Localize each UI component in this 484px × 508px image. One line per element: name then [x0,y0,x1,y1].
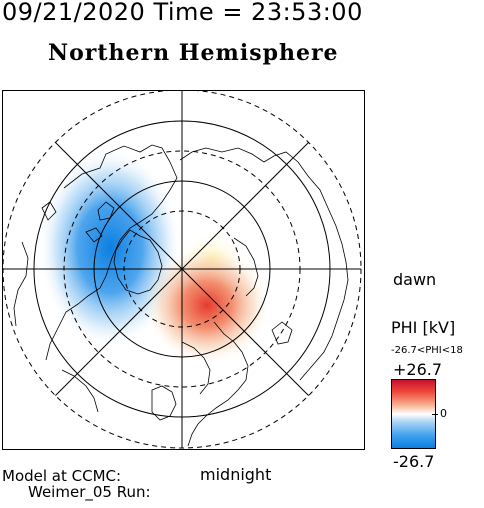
hemisphere-title: Northern Hemisphere [48,40,339,66]
colorbar-range: -26.7<PHI<18 [391,345,463,356]
run-label: Weimer_05 Run: [28,483,151,501]
polar-potential-map [2,90,365,450]
coastlines [13,144,349,447]
positive-potential-cell [145,247,269,363]
meridian-diagonal-2 [54,141,310,397]
local-time-grid [3,90,361,448]
colorbar-zero-tick [432,414,438,415]
datetime-title: 09/21/2020 Time = 23:53:00 [2,0,363,26]
midnight-label: midnight [200,465,272,484]
colorbar-zero-label: 0 [440,407,447,420]
colorbar-min-label: -26.7 [393,452,435,471]
dawn-label: dawn [393,270,437,289]
colorbar-title: PHI [kV] [391,318,456,337]
colorbar-max-label: +26.7 [393,360,443,379]
model-label: Model at CCMC: [2,467,122,485]
colorbar [391,379,436,449]
potential-field [38,148,269,363]
